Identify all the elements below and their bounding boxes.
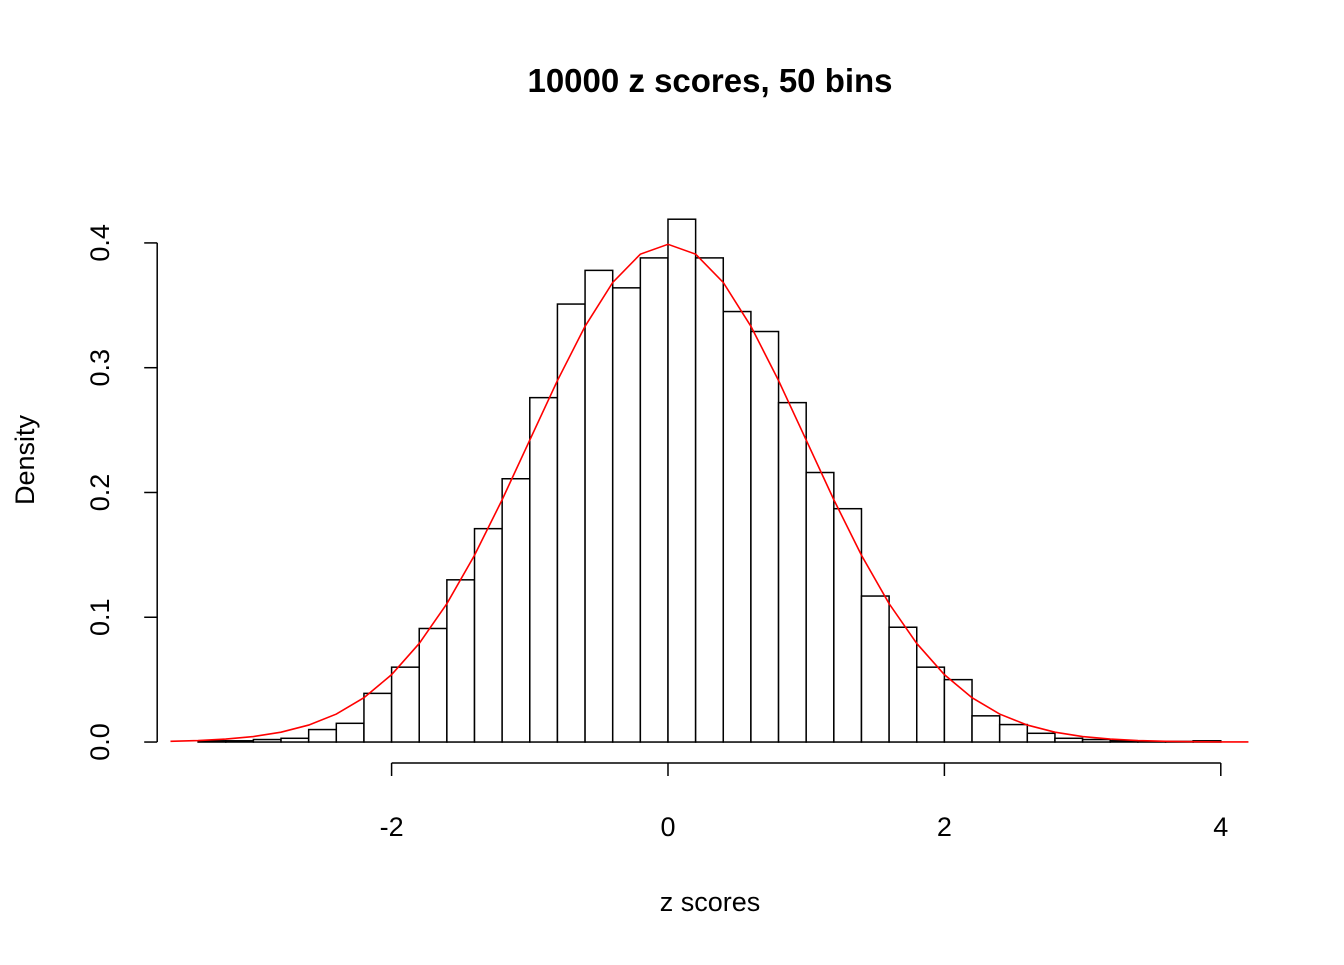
bar [833, 507, 863, 743]
bar [860, 595, 890, 743]
y-tick-label: 0.1 [85, 598, 115, 636]
bar [1081, 738, 1111, 743]
bar [390, 666, 420, 743]
y-axis-label: Density [10, 414, 40, 505]
bar [694, 257, 725, 743]
bar [307, 728, 338, 743]
x-axis-label: z scores [660, 887, 761, 917]
bar [556, 303, 586, 743]
bar [943, 678, 973, 743]
bar [750, 330, 780, 743]
x-tick-label: 4 [1213, 812, 1228, 842]
bar [1054, 737, 1084, 743]
bar [280, 737, 310, 743]
bar [418, 627, 448, 743]
bar [722, 310, 752, 743]
bar [888, 626, 918, 743]
bar [335, 722, 365, 743]
density-curve [170, 243, 1249, 743]
bar [501, 478, 531, 743]
bar [446, 579, 476, 743]
x-tick-label: -2 [380, 812, 404, 842]
bar [805, 471, 835, 743]
y-tick-label: 0.3 [85, 349, 115, 387]
x-tick-label: 2 [937, 812, 952, 842]
chart-title: 10000 z scores, 50 bins [527, 62, 892, 99]
bar [639, 257, 669, 743]
y-tick-label: 0.2 [85, 474, 115, 512]
bar [611, 287, 642, 743]
bar [971, 715, 1001, 743]
bar [473, 527, 503, 743]
bar [584, 269, 614, 743]
bar [916, 666, 946, 743]
bar [252, 738, 282, 743]
y-tick-label: 0.0 [85, 723, 115, 761]
bar [1026, 732, 1056, 743]
bar [998, 723, 1029, 743]
bar [667, 218, 697, 743]
bar [363, 692, 393, 743]
x-tick-label: 0 [660, 812, 675, 842]
bar [224, 740, 255, 743]
y-tick-label: 0.4 [85, 224, 115, 262]
bar [529, 396, 559, 743]
bar [777, 401, 807, 743]
